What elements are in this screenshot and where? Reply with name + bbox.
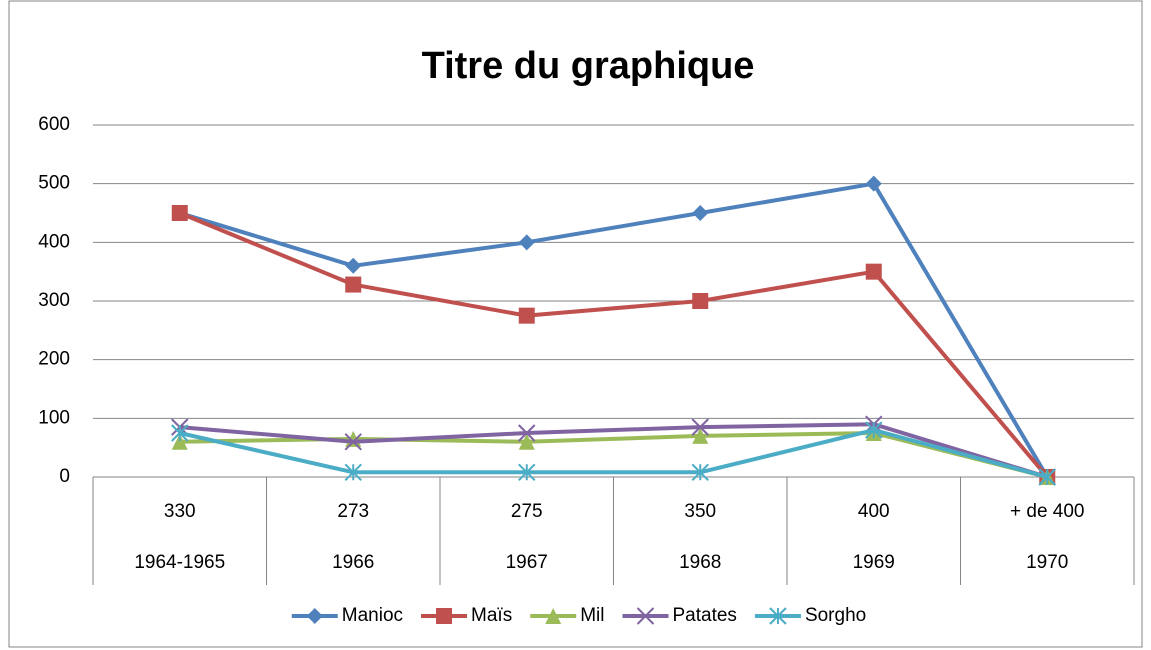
legend-label: Patates [673,605,737,626]
marker [518,234,535,251]
series-line [179,181,1049,479]
x-tick-label-level2: 1969 [853,552,895,573]
legend-marker [436,608,453,624]
marker [344,463,362,482]
marker [345,276,362,293]
chart-border [8,0,1143,648]
series-line [179,422,1048,479]
marker [518,424,536,442]
marker [345,257,362,274]
legend-marker [636,607,655,625]
y-tick-label: 100 [38,407,70,428]
series-line [179,428,1048,479]
marker [171,424,189,442]
y-tick-label: 0 [59,466,70,487]
y-tick-label: 500 [38,173,70,194]
marker [691,418,709,436]
y-tick-label: 600 [38,114,70,135]
marker [865,421,883,439]
marker [518,307,535,324]
x-tick-label: 275 [511,501,543,522]
legend-label: Sorgho [805,605,866,626]
x-tick-label: + de 400 [1010,501,1085,522]
marker [518,463,536,482]
x-tick-label-level2: 1964-1965 [134,552,225,573]
legend-marker [545,608,562,624]
x-tick-label-level2: 1966 [332,552,374,573]
legend-label: Manioc [342,605,403,626]
x-tick-label: 400 [858,501,890,522]
x-tick-label: 273 [337,501,369,522]
x-tick-label: 330 [164,501,196,522]
marker [691,463,709,482]
marker [344,433,362,451]
marker [171,433,188,450]
marker [518,433,535,450]
x-tick-label-level2: 1970 [1026,552,1068,573]
legend-label: Maïs [471,605,512,626]
marker [1038,468,1056,486]
x-tick-label: 350 [684,501,716,522]
x-tick-label-level2: 1968 [679,552,721,573]
legend-label: Mil [580,605,604,626]
y-tick-label: 400 [38,231,70,252]
legend-marker [306,608,323,624]
marker [171,205,188,221]
y-tick-label: 200 [38,349,70,370]
x-tick-label-level2: 1967 [506,552,548,573]
marker [865,263,882,280]
series-line [178,211,1049,479]
chart-title: Titre du graphique [422,45,755,87]
marker [692,293,709,309]
marker [692,427,709,444]
marker [692,205,709,221]
legend-marker [769,607,787,625]
marker [865,175,882,192]
y-tick-label: 300 [38,290,70,311]
